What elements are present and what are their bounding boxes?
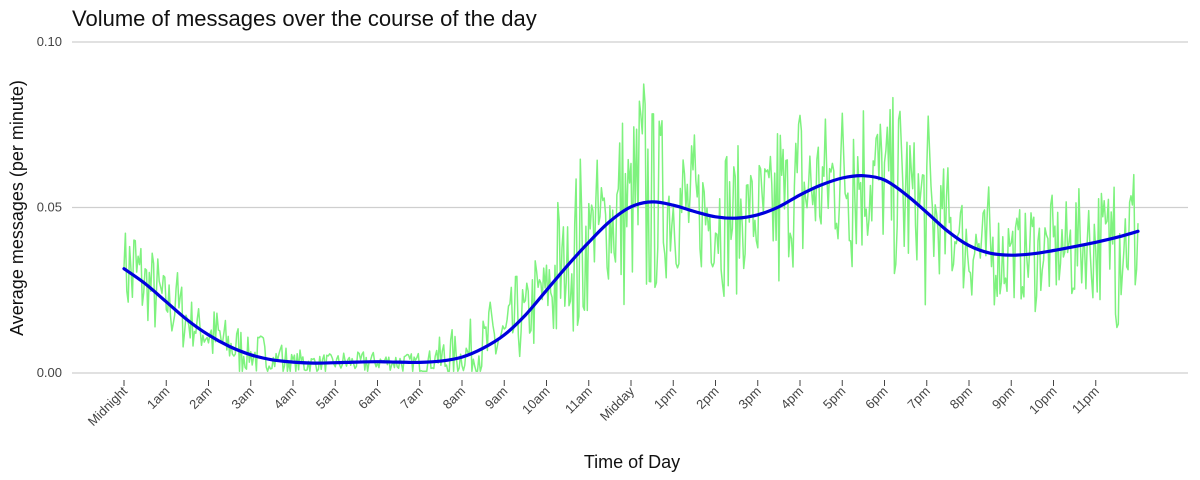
x-tick-label-16: 4pm	[778, 384, 806, 412]
x-tick-label-22: 10pm	[1026, 384, 1060, 418]
x-tick-label-7: 7am	[397, 384, 425, 412]
x-tick-label-23: 11pm	[1069, 384, 1102, 417]
y-axis-title: Average messages (per minute)	[7, 80, 27, 336]
x-tick-label-13: 1pm	[651, 384, 679, 412]
raw-series-line	[123, 83, 1139, 373]
smooth-series-line	[122, 174, 1140, 365]
x-tick-label-19: 7pm	[904, 384, 932, 412]
y-tick-label-0: 0.00	[37, 365, 62, 380]
x-tick-label-17: 5pm	[820, 384, 848, 412]
x-tick-label-8: 8am	[440, 384, 468, 412]
y-tick-label-1: 0.05	[37, 200, 62, 215]
x-tick-label-12: Midday	[597, 383, 638, 424]
x-tick-label-18: 6pm	[862, 384, 890, 412]
x-tick-label-4: 4am	[271, 384, 299, 412]
y-tick-label-2: 0.10	[37, 34, 62, 49]
y-axis: 0.00 0.05 0.10	[37, 34, 62, 380]
x-tick-label-11: 11am	[562, 384, 595, 417]
x-tick-label-0: Midnight	[85, 383, 131, 429]
x-axis-title: Time of Day	[584, 452, 680, 472]
x-tick-label-9: 9am	[482, 384, 510, 412]
x-tick-label-2: 2am	[186, 384, 214, 412]
raw-series	[123, 83, 1139, 373]
x-tick-label-14: 2pm	[693, 384, 721, 412]
x-axis: Midnight 1am 2am 3am 4am 5am 6am 7am 8am 9am 10am 1…	[85, 380, 1102, 429]
x-tick-label-10: 10am	[519, 384, 553, 418]
x-tick-label-20: 8pm	[947, 384, 975, 412]
chart-title: Volume of messages over the course of th…	[72, 6, 537, 31]
x-tick-label-15: 3pm	[735, 384, 763, 412]
smooth-series	[122, 174, 1140, 365]
x-tick-label-1: 1am	[144, 384, 172, 412]
x-tick-label-6: 6am	[355, 384, 383, 412]
x-tick-label-3: 3am	[228, 384, 256, 412]
x-tick-label-21: 9pm	[989, 384, 1017, 412]
x-tick-label-5: 5am	[313, 384, 341, 412]
